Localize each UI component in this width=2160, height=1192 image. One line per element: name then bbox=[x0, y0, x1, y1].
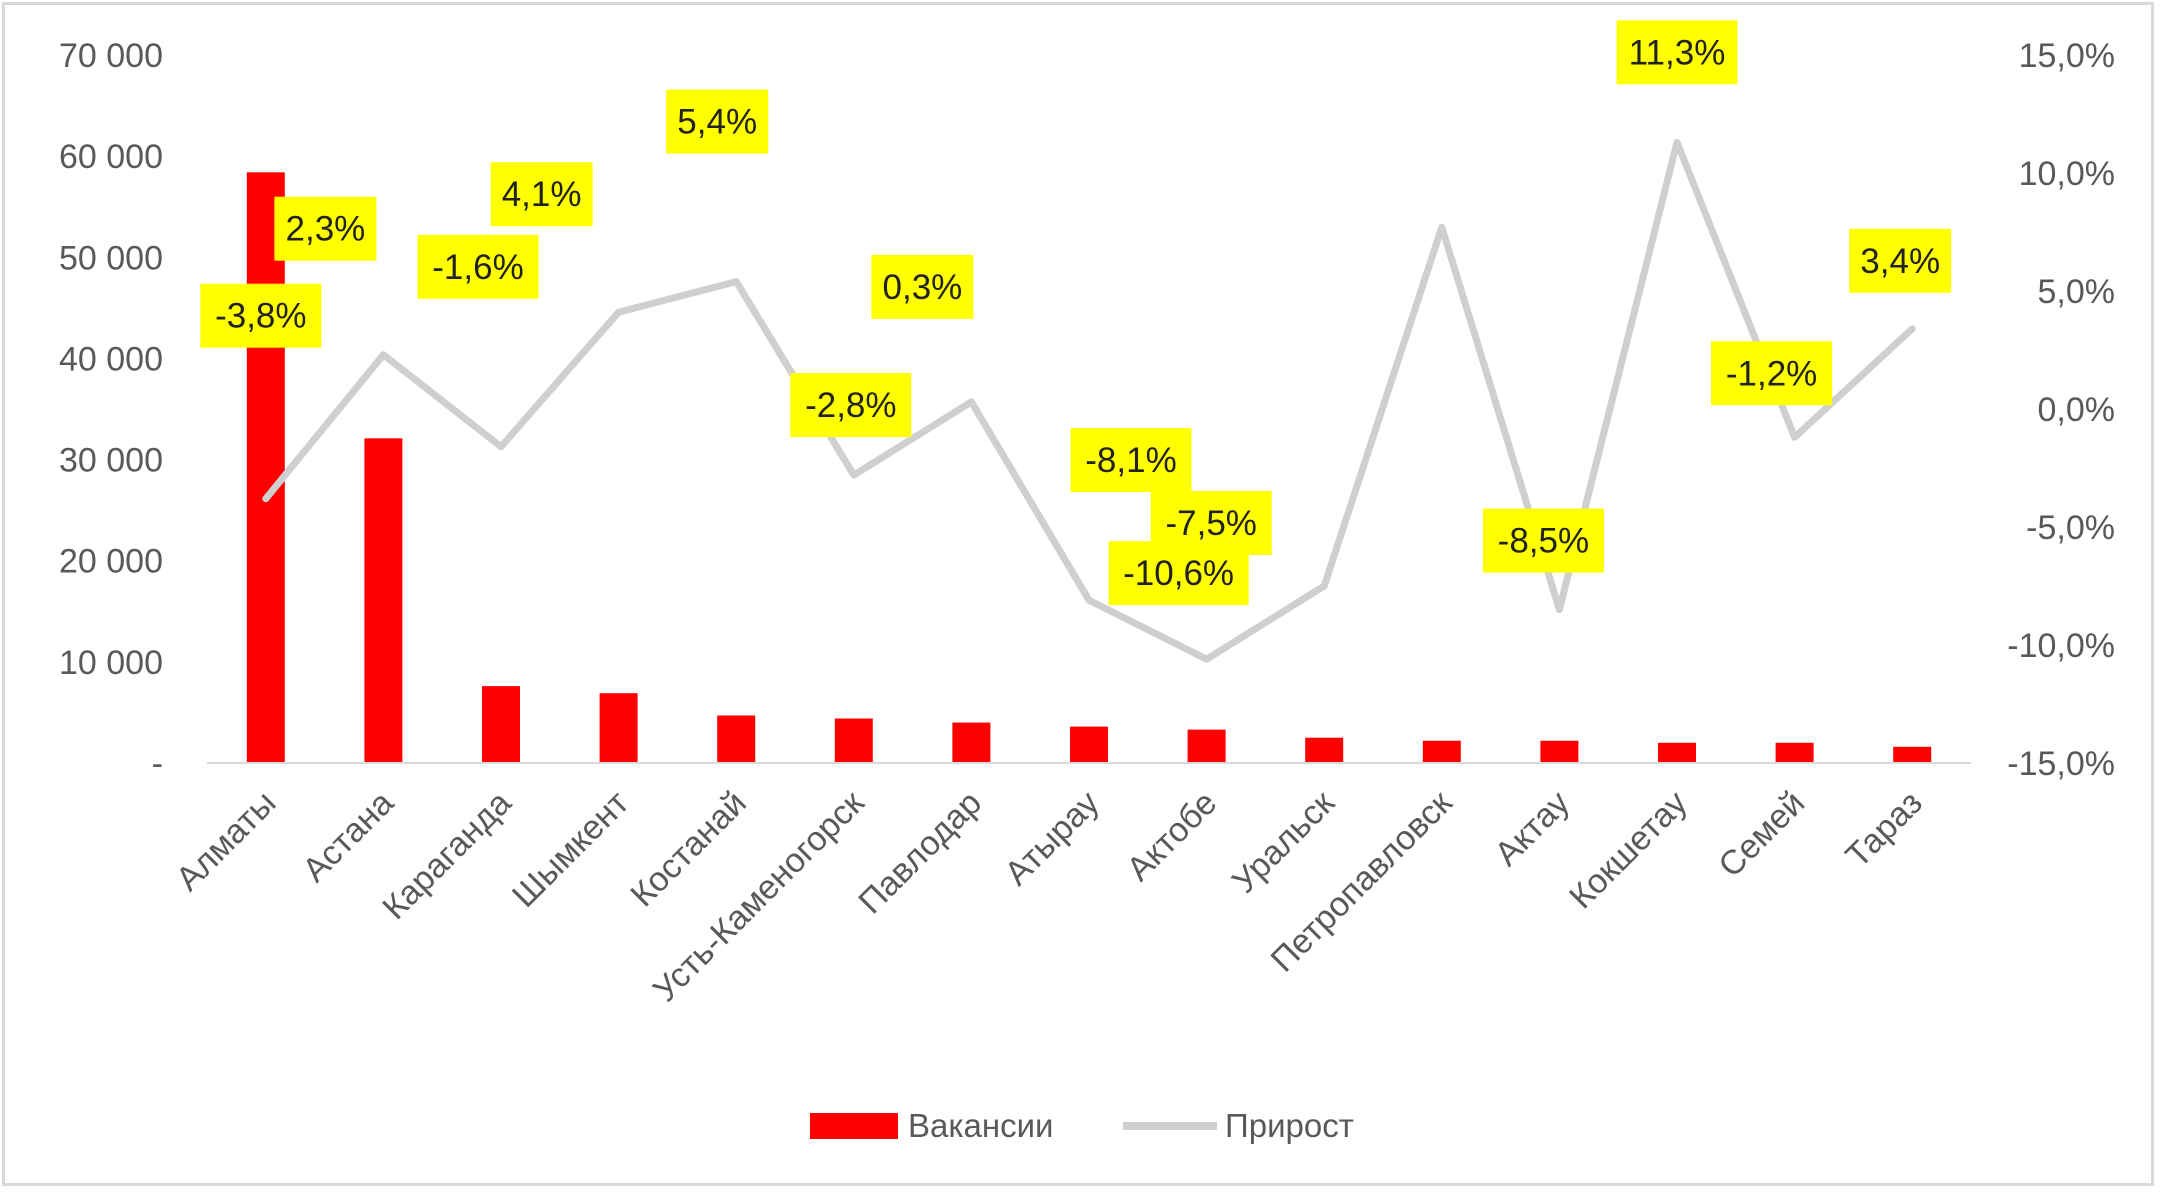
y-left-tick-label: - bbox=[152, 745, 163, 783]
data-label-box bbox=[1070, 428, 1192, 493]
data-label-box bbox=[274, 196, 377, 261]
y-left-tick-label: 40 000 bbox=[59, 340, 163, 378]
data-label-box bbox=[417, 234, 539, 299]
legend-bar-label: Вакансии bbox=[908, 1107, 1053, 1144]
data-label-box bbox=[1711, 341, 1833, 406]
bar-15 bbox=[1893, 746, 1932, 763]
y-right-tick-label: 5,0% bbox=[2038, 273, 2116, 311]
data-labels-layer: -3,8% 2,3% -1,6% 4,1% 5,4% -2,8% 0,3% -8,1% -10,… bbox=[200, 20, 1952, 606]
y-left-tick-label: 10 000 bbox=[59, 644, 163, 682]
x-tick-label: Атырау bbox=[997, 784, 1106, 893]
x-tick-label: Астана bbox=[295, 784, 401, 890]
data-label-text: 11,3% bbox=[1629, 33, 1726, 72]
data-label-4: 4,1% bbox=[490, 162, 593, 227]
data-label-text: -1,2% bbox=[1726, 354, 1817, 393]
bar-7 bbox=[952, 722, 991, 763]
data-label-text: -3,8% bbox=[215, 297, 306, 336]
data-label-3: -1,6% bbox=[417, 234, 539, 299]
data-label-10: -7,5% bbox=[1150, 491, 1272, 555]
data-label-box bbox=[490, 162, 593, 227]
data-label-8: -8,1% bbox=[1070, 428, 1192, 493]
data-label-box bbox=[871, 254, 974, 319]
legend-bar-swatch bbox=[810, 1113, 898, 1139]
y-right-tick-label: 10,0% bbox=[2019, 155, 2115, 193]
data-label-1: -3,8% bbox=[200, 283, 322, 348]
y-axis-right: -15,0% -10,0% -5,0% 0,0% 5,0% 10,0% 15,0% bbox=[2007, 37, 2115, 783]
data-label-box bbox=[1150, 491, 1272, 555]
y-left-tick-label: 30 000 bbox=[59, 442, 163, 480]
data-label-text: -1,6% bbox=[432, 248, 523, 287]
combo-chart: -3,8%2,3%-1,6%4,1%5,4%-2,8%0,3%-8,1%-10,… bbox=[59, 20, 2115, 1144]
bar-1 bbox=[246, 172, 285, 764]
bar-14 bbox=[1775, 742, 1814, 763]
x-tick-label: Алматы bbox=[169, 784, 284, 899]
y-left-tick-label: 20 000 bbox=[59, 543, 163, 581]
y-left-tick-label: 60 000 bbox=[59, 138, 163, 176]
bar-12 bbox=[1540, 740, 1579, 763]
data-label-15: 3,4% bbox=[1849, 228, 1952, 293]
bar-4 bbox=[599, 693, 638, 763]
data-label-text: -8,5% bbox=[1498, 522, 1589, 561]
x-tick-label: Актобе bbox=[1120, 784, 1225, 889]
data-label-13: 11,3% bbox=[1616, 20, 1738, 85]
bars-layer bbox=[246, 172, 1932, 764]
data-label-box bbox=[666, 89, 769, 154]
legend: Вакансии Прирост bbox=[810, 1107, 1354, 1144]
data-label-text: -7,5% bbox=[1165, 504, 1256, 543]
bar-9 bbox=[1187, 729, 1226, 763]
growth-line bbox=[262, 138, 1916, 663]
y-left-tick-label: 50 000 bbox=[59, 239, 163, 277]
data-label-2: 2,3% bbox=[274, 196, 377, 261]
x-tick-label: Усть-Каменогорск bbox=[646, 783, 872, 1009]
data-label-text: 5,4% bbox=[677, 103, 757, 142]
data-label-text: 2,3% bbox=[286, 210, 366, 249]
data-label-box bbox=[1616, 20, 1738, 85]
data-label-text: 0,3% bbox=[883, 268, 963, 307]
legend-line-label: Прирост bbox=[1225, 1107, 1354, 1144]
data-label-12: -8,5% bbox=[1482, 508, 1604, 573]
data-label-box bbox=[1849, 228, 1952, 293]
data-label-text: -10,6% bbox=[1123, 554, 1234, 593]
bar-5 bbox=[717, 715, 756, 763]
bar-6 bbox=[834, 718, 873, 763]
data-label-box bbox=[790, 373, 912, 438]
bar-11 bbox=[1422, 740, 1461, 763]
x-tick-label: Тараз bbox=[1839, 784, 1930, 875]
bar-3 bbox=[482, 686, 520, 763]
x-tick-label: Караганда bbox=[375, 784, 518, 927]
y-right-tick-label: 15,0% bbox=[2019, 37, 2115, 75]
data-label-5: 5,4% bbox=[666, 89, 769, 154]
data-label-box bbox=[200, 283, 322, 348]
y-right-tick-label: 0,0% bbox=[2038, 391, 2116, 429]
x-axis: Алматы АстанаКарагандаШымкентКостанайУсть… bbox=[169, 783, 1930, 1009]
y-left-tick-label: 70 000 bbox=[59, 37, 163, 75]
line-layer bbox=[262, 138, 1916, 663]
y-right-tick-label: -10,0% bbox=[2007, 627, 2115, 665]
data-label-text: 4,1% bbox=[502, 175, 582, 214]
bar-8 bbox=[1070, 726, 1108, 763]
bar-10 bbox=[1305, 737, 1344, 763]
data-label-14: -1,2% bbox=[1711, 341, 1833, 406]
bar-2 bbox=[364, 438, 403, 763]
data-label-7: 0,3% bbox=[871, 254, 974, 319]
x-tick-label: Кокшетау bbox=[1562, 784, 1694, 916]
y-right-tick-label: -5,0% bbox=[2026, 509, 2115, 547]
x-tick-label: Уральск bbox=[1225, 783, 1343, 901]
data-label-6: -2,8% bbox=[790, 373, 912, 438]
x-tick-label: Актау bbox=[1487, 784, 1577, 874]
data-label-text: -2,8% bbox=[805, 386, 896, 425]
y-right-tick-label: -15,0% bbox=[2007, 745, 2115, 783]
y-axis-left: - 10 000 20 000 30 000 40 000 50 000 60 000 70 … bbox=[59, 37, 163, 783]
data-label-box bbox=[1482, 508, 1604, 573]
bar-13 bbox=[1658, 742, 1696, 763]
data-label-text: -8,1% bbox=[1085, 441, 1176, 480]
x-tick-label: Павлодар bbox=[851, 784, 989, 922]
x-tick-label: Шымкент bbox=[505, 784, 636, 915]
data-label-text: 3,4% bbox=[1860, 242, 1940, 281]
x-tick-label: Семей bbox=[1711, 784, 1812, 885]
